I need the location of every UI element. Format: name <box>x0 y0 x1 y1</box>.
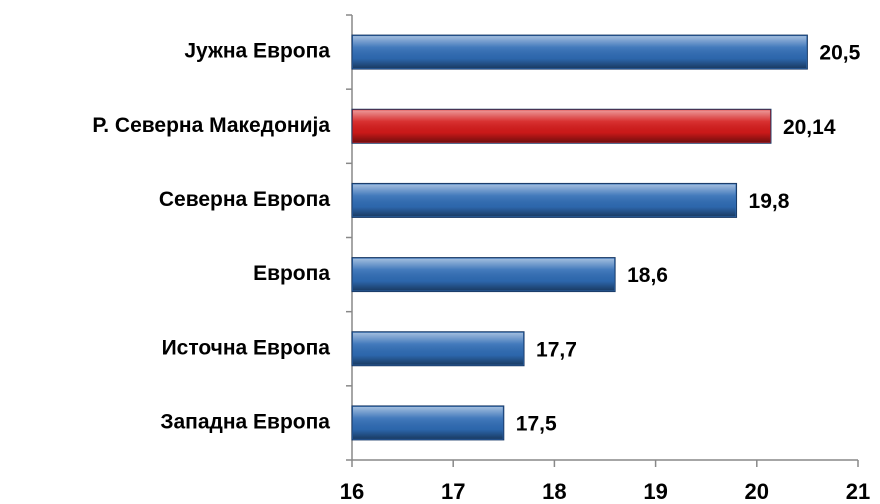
x-tick-label: 16 <box>340 479 364 504</box>
category-label: Источна Европа <box>162 336 331 359</box>
bar-shine <box>353 110 770 143</box>
x-tick-label: 17 <box>441 479 465 504</box>
value-label: 17,7 <box>536 338 577 361</box>
value-label: 19,8 <box>749 190 790 213</box>
x-tick-label: 19 <box>643 479 667 504</box>
bar-shine <box>353 184 736 217</box>
category-label: Западна Европа <box>160 410 330 433</box>
value-label: 20,5 <box>819 42 860 65</box>
category-label: Р. Северна Македонија <box>92 114 330 137</box>
category-label: Северна Европа <box>159 188 330 211</box>
value-label: 20,14 <box>783 116 836 139</box>
x-tick-label: 20 <box>745 479 769 504</box>
x-tick-label: 21 <box>846 479 870 504</box>
value-label: 18,6 <box>627 264 668 287</box>
category-label: Европа <box>253 262 330 285</box>
bar-shine <box>353 36 807 69</box>
bar-shine <box>353 406 503 439</box>
bar-shine <box>353 332 524 365</box>
x-tick-label: 18 <box>542 479 566 504</box>
value-label: 17,5 <box>516 412 557 435</box>
bar-shine <box>353 258 615 291</box>
category-label: Јужна Европа <box>184 40 330 63</box>
